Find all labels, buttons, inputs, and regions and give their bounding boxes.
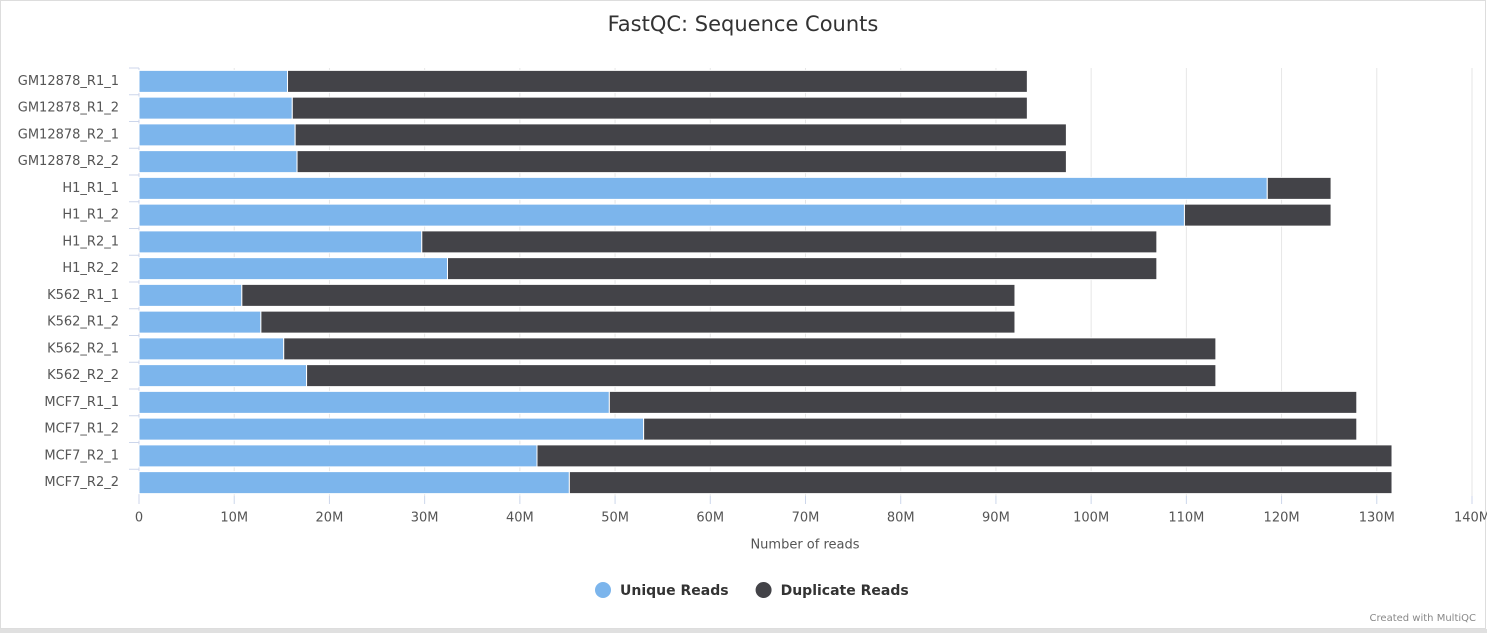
y-tick-label: MCF7_R2_1 — [44, 448, 119, 463]
x-tick-label: 30M — [411, 511, 439, 526]
bar-segment — [241, 283, 1016, 307]
bar-segment — [536, 444, 1393, 468]
bar-segment — [260, 310, 1016, 334]
scrollbar — [0, 629, 1487, 633]
bar-segment — [138, 123, 296, 147]
y-tick-label: H1_R1_2 — [62, 208, 119, 223]
bar-segment — [138, 417, 645, 441]
y-tick-label: K562_R2_2 — [47, 368, 119, 383]
bar-segment — [138, 471, 570, 495]
x-tick-label: 50M — [601, 511, 629, 526]
bar-segment — [138, 310, 262, 334]
y-tick-label: GM12878_R1_2 — [18, 101, 119, 116]
y-tick-label: GM12878_R2_1 — [18, 127, 119, 142]
y-tick-label: K562_R2_1 — [47, 341, 119, 356]
x-tick-label: 80M — [887, 511, 915, 526]
x-tick-label: 90M — [982, 511, 1010, 526]
x-tick-label: 40M — [506, 511, 534, 526]
x-tick-label: 10M — [220, 511, 248, 526]
bar-segment — [421, 230, 1158, 254]
bar-segment — [138, 230, 423, 254]
y-tick-label: GM12878_R1_1 — [18, 74, 119, 89]
bar-segment — [138, 283, 243, 307]
bar-segment — [138, 364, 308, 388]
y-tick-label: K562_R1_1 — [47, 288, 119, 303]
bar-segment — [296, 150, 1067, 174]
legend-label[interactable]: Duplicate Reads — [781, 583, 909, 599]
y-tick-label: GM12878_R2_2 — [18, 154, 119, 169]
y-tick-label: H1_R1_1 — [62, 181, 119, 196]
x-axis-title: Number of reads — [750, 538, 859, 553]
bar-segment — [1266, 176, 1332, 200]
bar-segment — [283, 337, 1217, 361]
bar-segment — [138, 444, 538, 468]
y-tick-label: MCF7_R1_1 — [44, 395, 119, 410]
x-tick-label: 130M — [1359, 511, 1395, 526]
x-tick-label: 140M — [1454, 511, 1487, 526]
chart-title: FastQC: Sequence Counts — [608, 12, 879, 36]
legend-marker — [755, 582, 772, 598]
bar-segment — [306, 364, 1217, 388]
bar-segment — [138, 337, 285, 361]
bar-segment — [138, 390, 610, 414]
x-tick-label: 20M — [316, 511, 344, 526]
bar-segment — [138, 150, 298, 174]
bar-segment — [1183, 203, 1332, 227]
bar-segment — [287, 69, 1028, 93]
bar-segment — [138, 257, 448, 281]
bar-segment — [608, 390, 1358, 414]
bar-segment — [138, 96, 293, 120]
bar-segment — [291, 96, 1028, 120]
bar-segment — [568, 471, 1393, 495]
x-tick-label: 110M — [1168, 511, 1204, 526]
bar-segment — [446, 257, 1158, 281]
x-tick-label: 120M — [1264, 511, 1300, 526]
x-tick-label: 60M — [696, 511, 724, 526]
bar-segment — [643, 417, 1358, 441]
bar-segment — [294, 123, 1067, 147]
y-tick-label: MCF7_R2_2 — [44, 475, 119, 490]
x-tick-label: 100M — [1073, 511, 1109, 526]
legend-label[interactable]: Unique Reads — [620, 583, 729, 599]
y-tick-label: K562_R1_2 — [47, 315, 119, 330]
y-tick-label: H1_R2_2 — [62, 261, 119, 276]
bar-segment — [138, 69, 289, 93]
bar-segment — [138, 203, 1185, 227]
credit[interactable]: Created with MultiQC — [1370, 613, 1476, 624]
x-tick-label: 0 — [135, 511, 143, 526]
y-tick-label: H1_R2_1 — [62, 234, 119, 249]
legend-marker — [595, 582, 611, 598]
y-tick-label: MCF7_R1_2 — [44, 422, 119, 437]
x-tick-label: 70M — [792, 511, 820, 526]
bar-segment — [138, 176, 1268, 200]
